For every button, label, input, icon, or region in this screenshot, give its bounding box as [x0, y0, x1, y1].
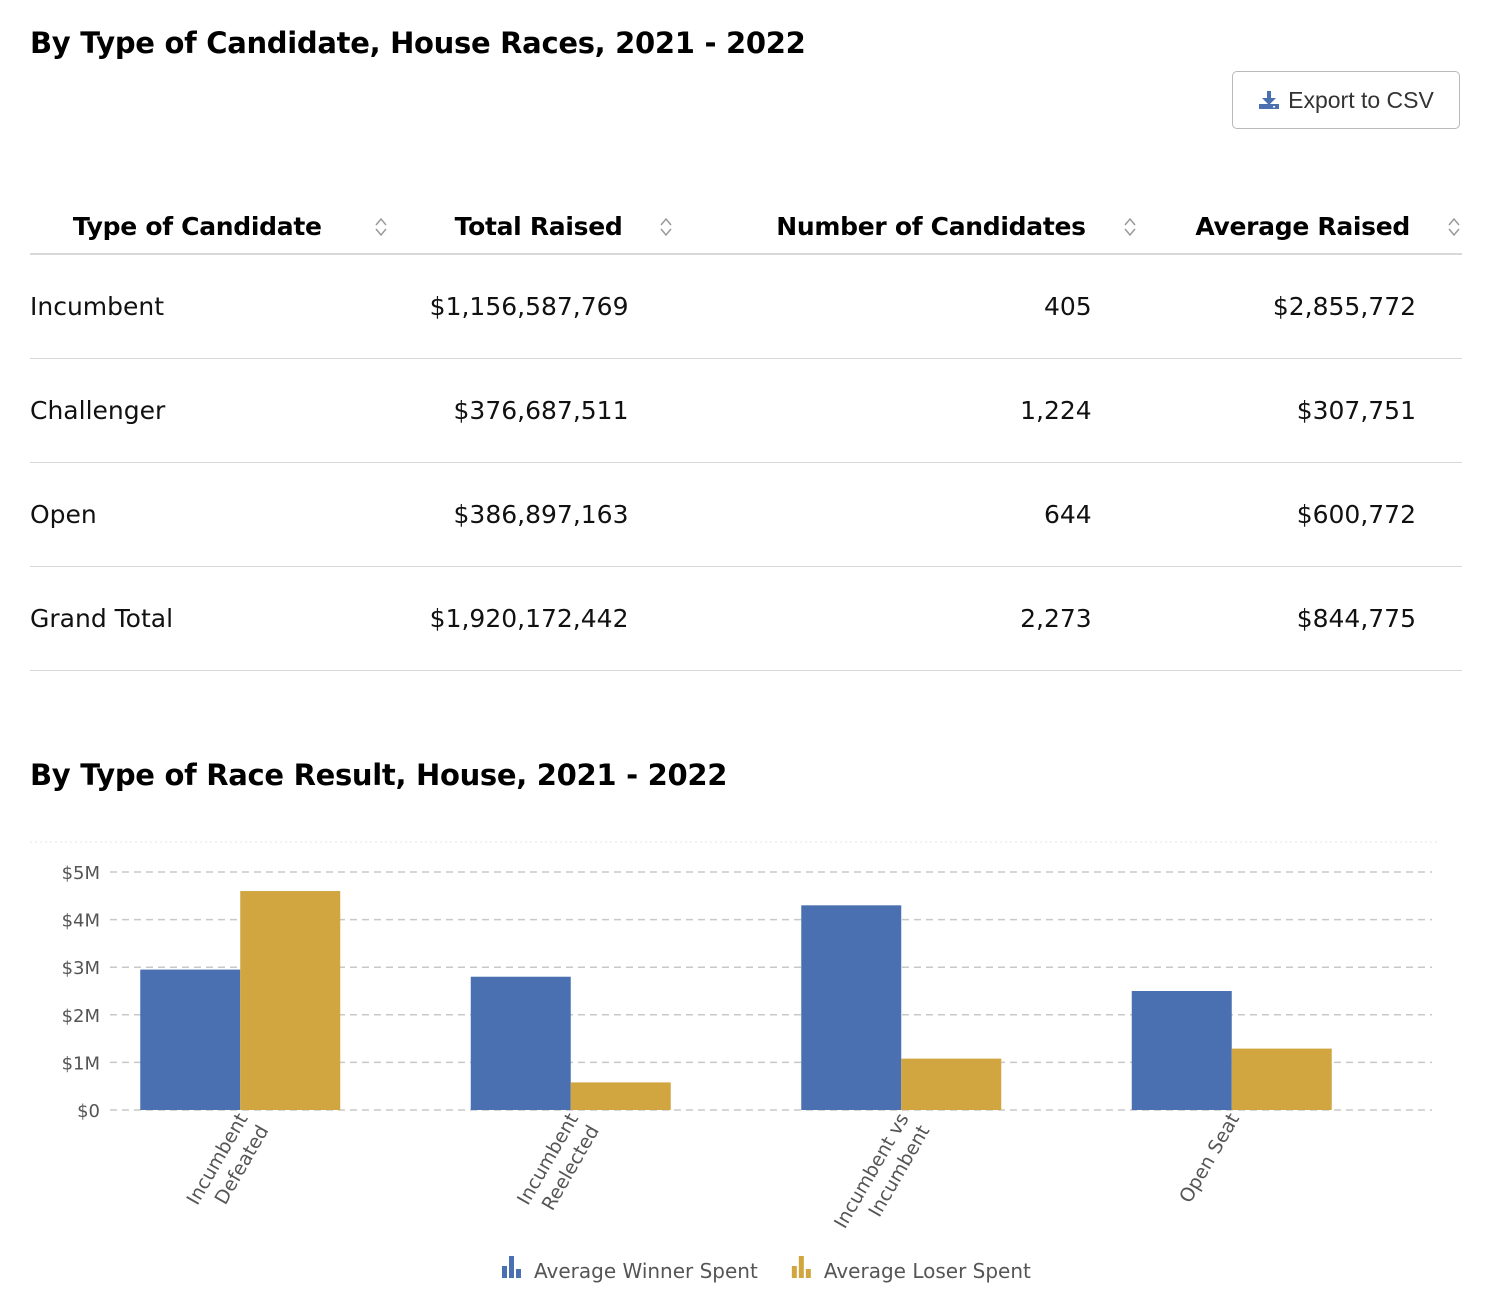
column-header-average-raised[interactable]: Average Raised	[1137, 200, 1462, 255]
cell-number-of-candidates: 1,224	[674, 358, 1138, 463]
section-title-race-result: By Type of Race Result, House, 2021 - 20…	[30, 758, 728, 792]
cell-average-raised: $2,855,772	[1137, 254, 1462, 359]
cell-average-raised: $844,775	[1137, 566, 1462, 671]
column-header-label: Number of Candidates	[776, 212, 1086, 241]
cell-average-raised: $600,772	[1137, 462, 1462, 567]
y-tick-label: $0	[77, 1101, 100, 1122]
cell-total-raised: $386,897,163	[388, 462, 675, 567]
cell-type: Open	[30, 462, 389, 567]
x-tick-label: IncumbentDefeated	[183, 1110, 274, 1221]
bar[interactable]	[1131, 991, 1232, 1110]
race-result-bar-chart: $0 $1M $2M $3M $4M $5M IncumbentDefeated Incumb…	[30, 841, 1440, 1283]
bar[interactable]	[470, 976, 571, 1110]
bar[interactable]	[801, 905, 902, 1110]
column-header-label: Type of Candidate	[72, 212, 322, 241]
table-header-row: Type of Candidate Total Raised Number of…	[30, 200, 1462, 255]
x-tick-label: Incumbent vsIncumbent	[830, 1110, 934, 1245]
cell-average-raised: $307,751	[1137, 358, 1462, 463]
cell-type: Challenger	[30, 358, 389, 463]
section-title-candidates: By Type of Candidate, House Races, 2021 …	[30, 26, 806, 60]
legend-label[interactable]: Average Loser Spent	[824, 1259, 1031, 1283]
column-header-type[interactable]: Type of Candidate	[30, 200, 389, 255]
bar[interactable]	[140, 969, 241, 1110]
bar[interactable]	[240, 891, 341, 1110]
column-header-number-of-candidates[interactable]: Number of Candidates	[674, 200, 1138, 255]
bar[interactable]	[901, 1058, 1002, 1110]
cell-total-raised: $376,687,511	[388, 358, 675, 463]
cell-type: Grand Total	[30, 566, 389, 671]
legend-swatch-icon	[791, 1266, 797, 1278]
cell-total-raised: $1,920,172,442	[388, 566, 675, 671]
y-tick-label: $3M	[62, 958, 100, 979]
export-csv-button[interactable]: Export to CSV	[1232, 71, 1460, 129]
cell-number-of-candidates: 2,273	[674, 566, 1138, 671]
legend-swatch-icon	[805, 1269, 811, 1278]
sort-icon[interactable]	[1122, 216, 1138, 238]
y-tick-label: $5M	[62, 863, 100, 884]
candidate-type-table: Type of Candidate Total Raised Number of…	[30, 200, 1462, 671]
y-tick-label: $2M	[62, 1006, 100, 1027]
table-row: Challenger $376,687,511 1,224 $307,751	[30, 358, 1462, 463]
x-tick-label: IncumbentReelected	[513, 1110, 604, 1221]
bar[interactable]	[570, 1082, 671, 1110]
x-tick-label: Open Seat	[1175, 1110, 1244, 1207]
legend-swatch-icon	[516, 1269, 521, 1278]
download-icon	[1259, 91, 1280, 109]
cell-type: Incumbent	[30, 254, 389, 359]
bar[interactable]	[1231, 1048, 1332, 1110]
column-header-total-raised[interactable]: Total Raised	[388, 200, 675, 255]
legend-label[interactable]: Average Winner Spent	[534, 1259, 758, 1283]
column-header-label: Total Raised	[454, 212, 623, 241]
y-tick-label: $4M	[62, 911, 100, 932]
table-row: Incumbent $1,156,587,769 405 $2,855,772	[30, 254, 1462, 359]
y-tick-label: $1M	[62, 1053, 100, 1074]
legend-swatch-icon	[502, 1266, 507, 1278]
cell-number-of-candidates: 644	[674, 462, 1138, 567]
table-row: Open $386,897,163 644 $600,772	[30, 462, 1462, 567]
sort-icon[interactable]	[373, 216, 389, 238]
column-header-label: Average Raised	[1195, 212, 1410, 241]
sort-icon[interactable]	[1446, 216, 1462, 238]
sort-icon[interactable]	[658, 216, 674, 238]
cell-number-of-candidates: 405	[674, 254, 1138, 359]
export-csv-label: Export to CSV	[1288, 86, 1434, 113]
legend-swatch-icon	[509, 1256, 514, 1278]
legend-swatch-icon	[798, 1256, 804, 1278]
table-row-grand-total: Grand Total $1,920,172,442 2,273 $844,77…	[30, 566, 1462, 671]
cell-total-raised: $1,156,587,769	[388, 254, 675, 359]
